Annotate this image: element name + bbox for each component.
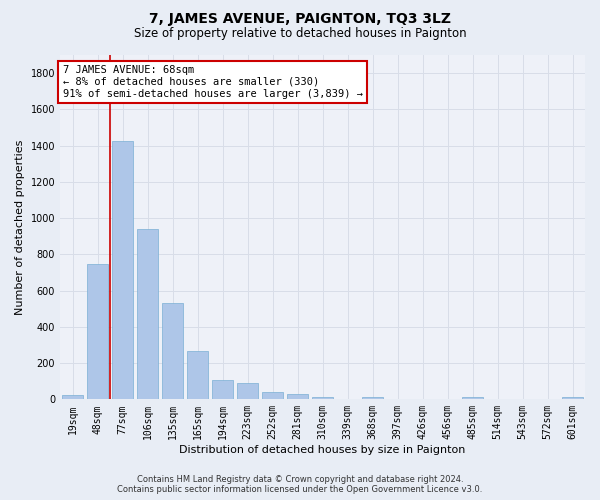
Bar [162, 304, 183, 400]
Bar [262, 392, 283, 400]
Bar [187, 352, 208, 400]
Text: Size of property relative to detached houses in Paignton: Size of property relative to detached ho… [134, 28, 466, 40]
Bar [212, 380, 233, 400]
X-axis label: Distribution of detached houses by size in Paignton: Distribution of detached houses by size … [179, 445, 466, 455]
Y-axis label: Number of detached properties: Number of detached properties [15, 140, 25, 315]
Text: 7 JAMES AVENUE: 68sqm
← 8% of detached houses are smaller (330)
91% of semi-deta: 7 JAMES AVENUE: 68sqm ← 8% of detached h… [62, 66, 362, 98]
Bar [462, 397, 483, 400]
Bar [112, 141, 133, 400]
Bar [62, 396, 83, 400]
Bar [562, 397, 583, 400]
Bar [87, 264, 108, 400]
Text: 7, JAMES AVENUE, PAIGNTON, TQ3 3LZ: 7, JAMES AVENUE, PAIGNTON, TQ3 3LZ [149, 12, 451, 26]
Bar [237, 383, 258, 400]
Bar [287, 394, 308, 400]
Text: Contains HM Land Registry data © Crown copyright and database right 2024.
Contai: Contains HM Land Registry data © Crown c… [118, 474, 482, 494]
Bar [312, 396, 333, 400]
Bar [137, 229, 158, 400]
Bar [362, 396, 383, 400]
